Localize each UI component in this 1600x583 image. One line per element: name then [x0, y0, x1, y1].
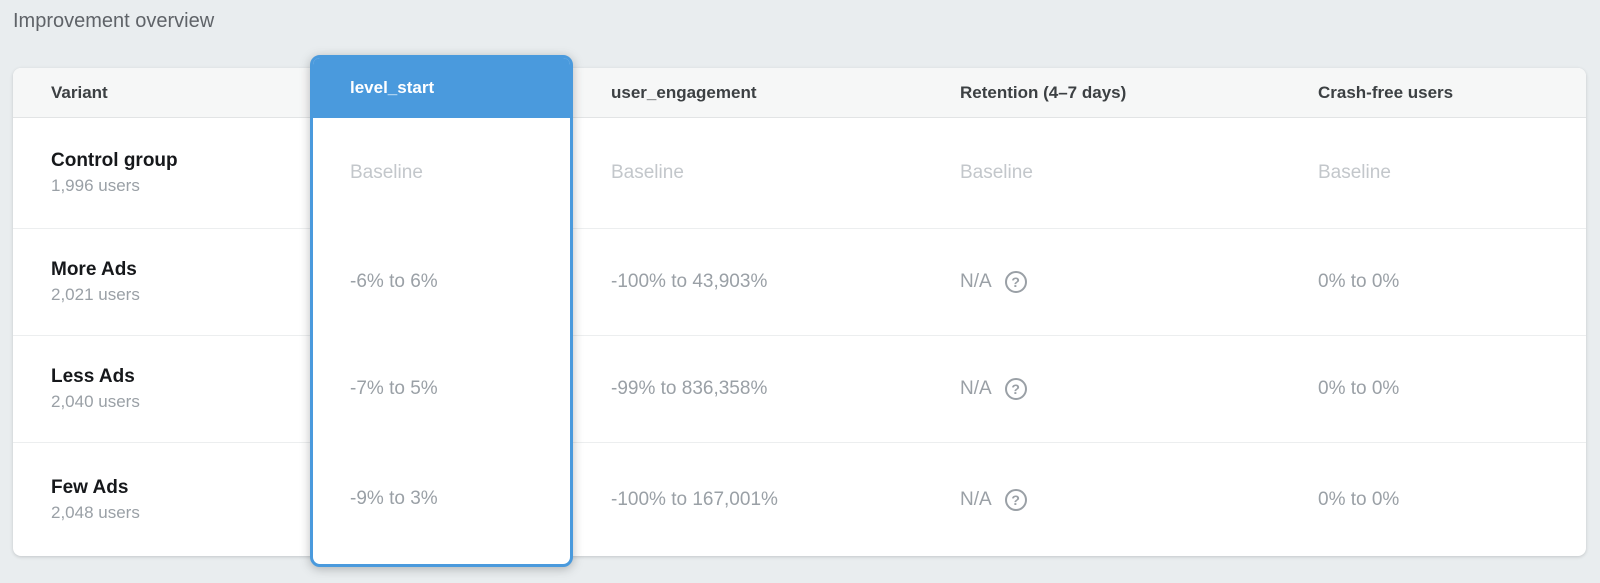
retention-text: N/A: [960, 271, 992, 292]
variant-cell: More Ads 2,021 users: [13, 229, 312, 335]
crash-free-value: Baseline: [1318, 162, 1391, 183]
retention-value: N/A?: [922, 443, 1280, 556]
variant-name: Less Ads: [51, 366, 135, 387]
variant-user-count: 2,048 users: [51, 502, 140, 522]
retention-text: Baseline: [960, 162, 1033, 183]
retention-text: N/A: [960, 378, 992, 399]
variant-user-count: 1,996 users: [51, 176, 140, 195]
highlighted-column-header[interactable]: level_start: [313, 58, 570, 118]
page-title: Improvement overview: [13, 10, 215, 32]
retention-value: N/A?: [922, 229, 1280, 335]
help-icon[interactable]: ?: [1004, 271, 1027, 293]
user-engagement-value: -100% to 43,903%: [611, 271, 768, 292]
table-row: More Ads 2,021 users -100% to 43,903% N/A? 0…: [13, 228, 1586, 335]
variant-cell: Control group 1,996 users: [13, 118, 312, 228]
retention-value: Baseline: [922, 118, 1280, 228]
table-rows: Control group 1,996 users Baseline Baseline…: [13, 118, 1586, 556]
table-header-row: Variant user_engagement Retention (4–7 d…: [13, 68, 1586, 118]
crash-free-value: 0% to 0%: [1318, 488, 1400, 510]
retention-text: N/A: [960, 488, 992, 510]
retention-value: N/A?: [922, 336, 1280, 442]
user-engagement-value: -100% to 167,001%: [611, 488, 778, 510]
table-row: Control group 1,996 users Baseline Baseline…: [13, 118, 1586, 228]
variant-name: Control group: [51, 150, 178, 171]
variant-cell: Less Ads 2,040 users: [13, 336, 312, 442]
highlight-row: -9% to 3%: [313, 442, 570, 556]
variant-cell: Few Ads 2,048 users: [13, 443, 312, 556]
variant-name: More Ads: [51, 259, 137, 280]
variant-user-count: 2,040 users: [51, 392, 140, 411]
highlight-row: Baseline: [313, 118, 570, 228]
level-start-value: Baseline: [350, 162, 423, 183]
table-row: Less Ads 2,040 users -99% to 836,358% N/A? 0…: [13, 335, 1586, 442]
highlighted-column-level-start[interactable]: level_start Baseline -6% to 6% -7% to 5% -9…: [310, 55, 573, 567]
improvement-table: Variant user_engagement Retention (4–7 d…: [13, 68, 1586, 556]
user-engagement-value: -99% to 836,358%: [611, 378, 768, 399]
column-header-retention[interactable]: Retention (4–7 days): [960, 82, 1127, 102]
help-icon[interactable]: ?: [1004, 378, 1027, 400]
user-engagement-value: Baseline: [611, 162, 684, 183]
level-start-value: -7% to 5%: [350, 377, 438, 399]
level-start-value: -6% to 6%: [350, 270, 438, 292]
crash-free-value: 0% to 0%: [1318, 378, 1400, 399]
level-start-value: -9% to 3%: [350, 488, 438, 509]
help-icon[interactable]: ?: [1004, 488, 1027, 511]
table-row: Few Ads 2,048 users -100% to 167,001% N/A? 0…: [13, 442, 1586, 556]
column-header-user-engagement[interactable]: user_engagement: [611, 82, 757, 102]
crash-free-value: 0% to 0%: [1318, 271, 1400, 292]
highlight-row: -6% to 6%: [313, 228, 570, 335]
highlight-row: -7% to 5%: [313, 335, 570, 442]
highlight-rows: Baseline -6% to 6% -7% to 5% -9% to 3%: [313, 118, 570, 556]
variant-user-count: 2,021 users: [51, 285, 140, 304]
variant-name: Few Ads: [51, 476, 129, 498]
column-header-crash-free[interactable]: Crash-free users: [1318, 82, 1454, 102]
column-header-variant: Variant: [51, 82, 108, 102]
